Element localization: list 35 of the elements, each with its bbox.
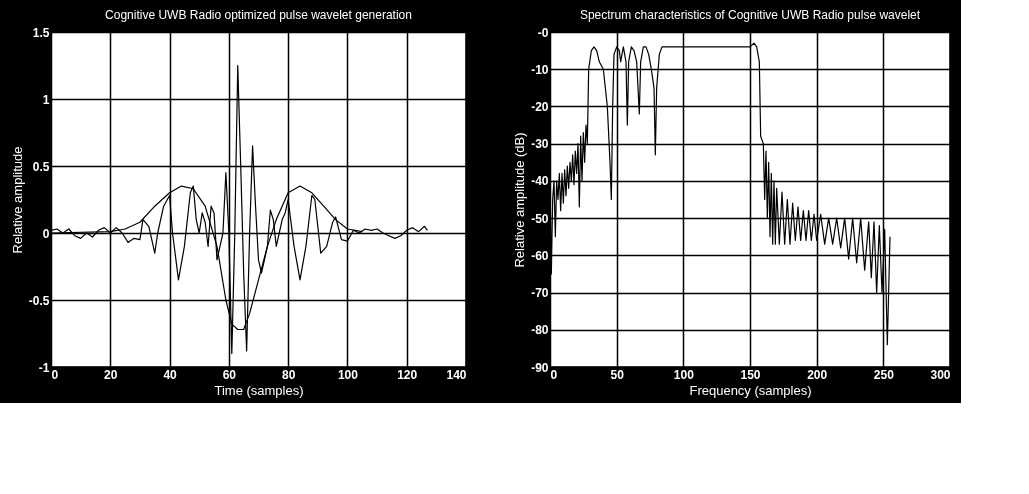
y-axis-title: Relative amplitude (dB) bbox=[512, 132, 528, 268]
x-tick-label: 250 bbox=[873, 367, 895, 382]
y-tick-label: -70 bbox=[531, 286, 549, 301]
x-tick-label: 100 bbox=[673, 367, 695, 382]
x-tick-label: 40 bbox=[163, 367, 178, 382]
x-tick-label: 150 bbox=[740, 367, 761, 382]
y-tick-label: -60 bbox=[531, 248, 549, 263]
x-axis-title: Time (samples) bbox=[214, 382, 304, 398]
y-tick-label: 1.5 bbox=[32, 25, 50, 40]
chart-title: Cognitive UWB Radio optimized pulse wavelet generation bbox=[105, 8, 412, 22]
y-tick-label: -40 bbox=[531, 174, 549, 189]
y-tick-label: 1 bbox=[42, 92, 50, 107]
y-tick-label: -0.5 bbox=[28, 293, 50, 308]
chart-title: Spectrum characteristics of Cognitive UWB Radio pulse wavelet bbox=[579, 8, 921, 22]
x-tick-label: 300 bbox=[930, 367, 951, 382]
x-tick-label: 80 bbox=[281, 367, 296, 382]
y-tick-label: -0 bbox=[537, 25, 549, 40]
x-axis-title: Frequency (samples) bbox=[689, 382, 812, 398]
y-tick-label: -50 bbox=[531, 211, 549, 226]
x-tick-label: 140 bbox=[446, 367, 467, 382]
y-tick-label: -80 bbox=[531, 323, 549, 338]
y-tick-label: 0.5 bbox=[32, 159, 50, 174]
y-tick-label: -30 bbox=[531, 137, 549, 152]
x-tick-label: 200 bbox=[807, 367, 828, 382]
y-tick-label: -90 bbox=[531, 360, 549, 375]
y-tick-label: -20 bbox=[531, 99, 549, 114]
y-tick-label: -1 bbox=[38, 360, 50, 375]
x-tick-label: 20 bbox=[104, 367, 118, 382]
y-axis-title: Relative amplitude bbox=[9, 146, 25, 254]
y-tick-label: -10 bbox=[531, 62, 549, 77]
x-tick-label: 100 bbox=[337, 367, 359, 382]
x-tick-label: 120 bbox=[397, 367, 418, 382]
y-tick-label: 0 bbox=[42, 226, 50, 241]
x-tick-label: 60 bbox=[222, 367, 237, 382]
x-tick-label: 50 bbox=[610, 367, 625, 382]
